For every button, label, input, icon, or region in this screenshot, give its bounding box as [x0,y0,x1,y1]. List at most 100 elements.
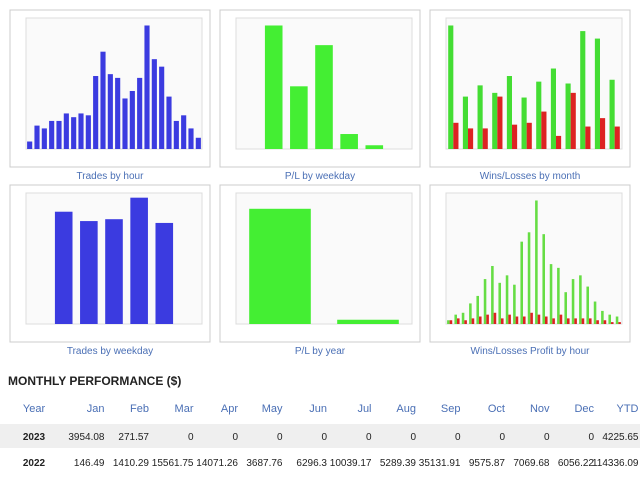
bar [471,318,475,324]
bar [564,292,567,324]
bar [530,312,533,324]
bar [600,118,606,149]
bar [80,221,98,324]
bar [537,314,541,324]
bar [49,120,55,149]
bar [144,25,150,149]
table-header: Mar [175,403,194,415]
bar [505,275,509,324]
bar [337,319,399,324]
bar [85,115,91,149]
table-header: Feb [130,403,149,415]
bar [461,312,465,324]
bar [264,25,283,149]
bar [571,279,575,324]
bar [508,314,511,324]
bar [249,208,311,324]
table-cell: 7069.68 [513,458,550,469]
table-cell: 4225.65 [602,432,639,443]
bar [589,318,592,324]
bar [41,128,47,149]
table-header: Jan [87,403,105,415]
table-header: May [262,403,283,415]
bar [596,320,599,324]
table-cell: 9575.87 [469,458,506,469]
table-header: Year [23,403,46,415]
bar [550,68,556,149]
bar [115,77,121,149]
bar [63,113,69,149]
bar [506,76,512,149]
table-cell: 0 [321,432,327,443]
bar [122,98,128,149]
bar [527,232,531,324]
table-header: Oct [488,403,505,415]
bar [497,96,503,149]
bar [365,145,384,149]
bar [188,128,194,149]
bar [580,31,586,150]
bar [556,135,562,149]
table-cell: 0 [410,432,416,443]
bar [479,316,482,324]
table-cell: 10039.17 [330,458,372,469]
bar [586,286,589,324]
bar [457,318,460,324]
bar [520,241,523,324]
bar [340,134,358,149]
bar [567,318,570,324]
bar [159,66,165,149]
table-cell: 0 [366,432,372,443]
table-cell: 14071.26 [196,458,238,469]
plot-area [25,17,203,150]
bar [585,126,591,149]
table-header: Dec [574,403,594,415]
table-cell: 2023 [23,432,46,443]
table-header: Jul [357,403,371,415]
bar [541,111,547,149]
plot-area [445,17,623,150]
bar [515,316,519,324]
table-cell: 0 [499,432,505,443]
bar [483,279,487,324]
table-cell: 0 [232,432,238,443]
table-cell: 35131.91 [419,458,461,469]
bar [130,197,148,324]
bar [27,141,33,149]
table-cell: 0 [588,432,594,443]
table-cell: 0 [277,432,283,443]
bar [557,267,560,324]
section-title: MONTHLY PERFORMANCE ($) [8,374,181,388]
bar [493,312,497,324]
bar [549,264,553,324]
bar [601,310,604,324]
bar [521,97,527,149]
bar [137,77,143,149]
bar [492,92,498,149]
table-header: Apr [221,403,238,415]
bar [107,74,113,149]
bar [579,275,582,324]
bar [34,125,40,149]
bar [552,318,555,324]
table-cell: 6056.22 [558,458,595,469]
bar [498,282,501,324]
bar [166,96,172,149]
bar [615,316,619,324]
bar [536,81,542,149]
bar [155,222,174,324]
bar [290,86,308,149]
table-cell: 5289.39 [380,458,417,469]
bar [482,128,488,149]
table-header: Aug [396,403,416,415]
table-cell: 1410.29 [113,458,150,469]
table-header: YTD [617,403,639,415]
chart-caption: Trades by weekday [67,346,153,357]
bar [464,320,467,324]
plot-area [445,192,623,325]
bar [594,38,600,150]
bar [491,265,494,324]
table-header: Nov [530,403,550,415]
bar [565,83,571,149]
